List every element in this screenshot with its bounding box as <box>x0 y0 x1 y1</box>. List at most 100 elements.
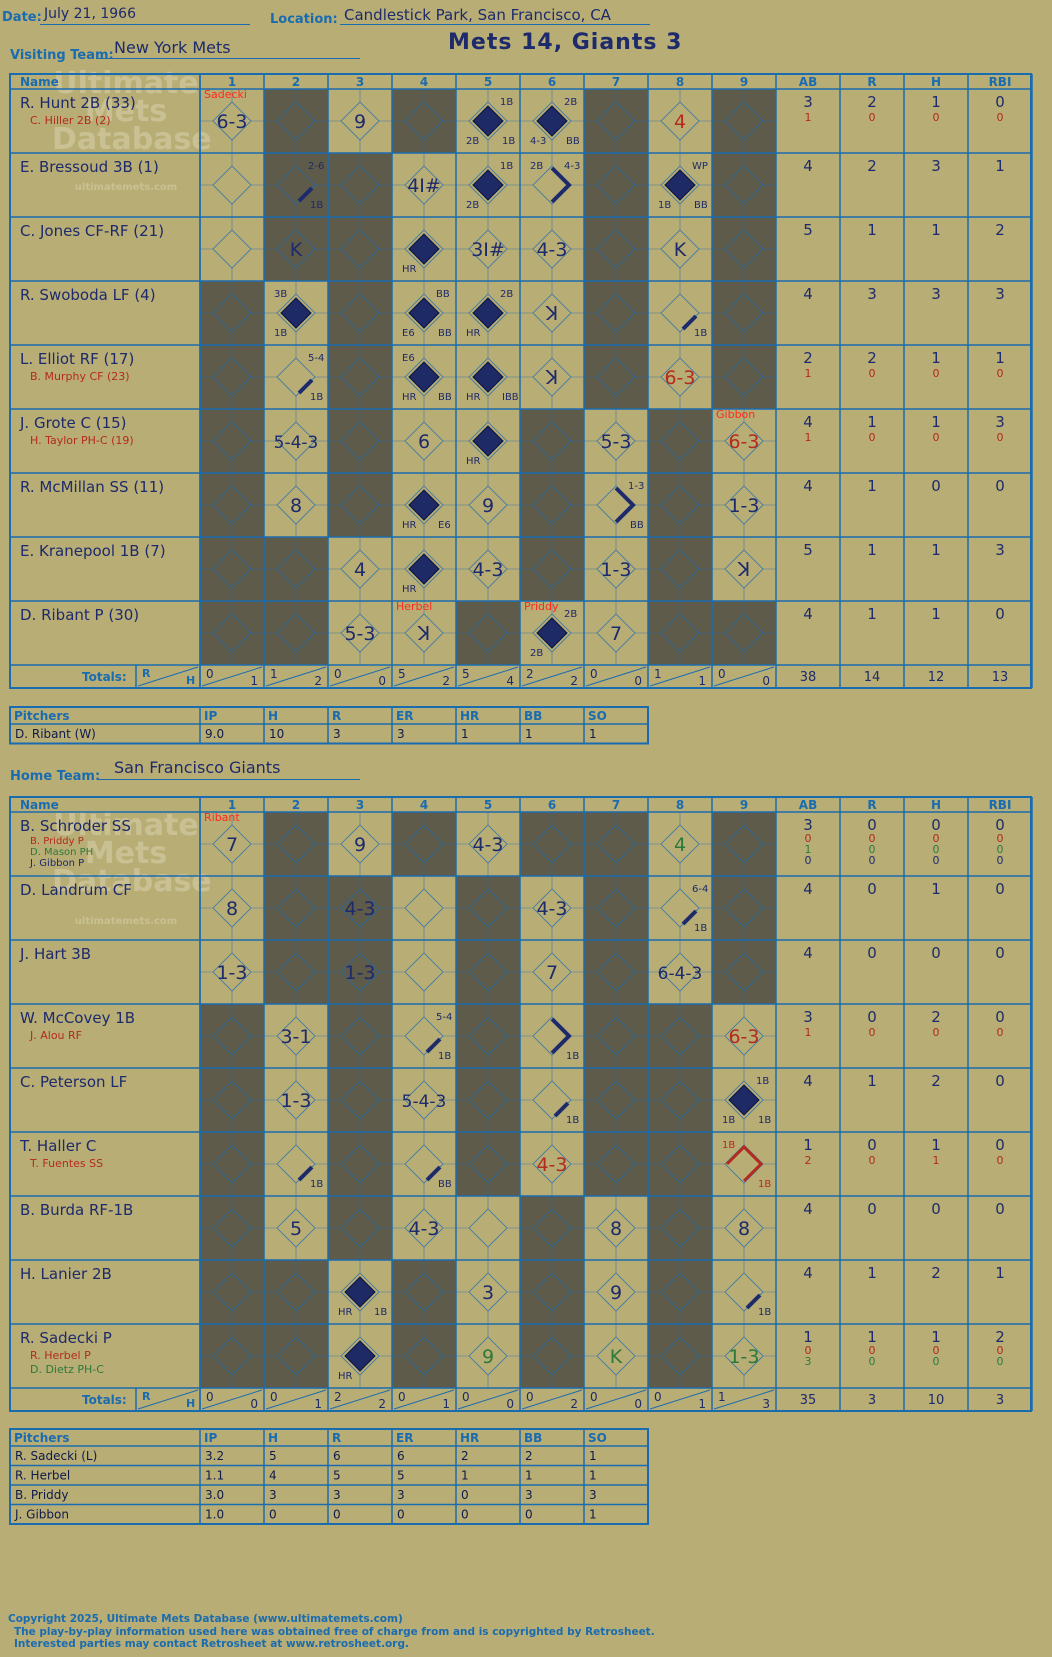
visitor-cell-guide <box>392 409 456 473</box>
home-pitchers-header: IP <box>204 1431 217 1445</box>
home-cell-guide <box>328 1004 392 1068</box>
visitor-stat-rbi: 2 <box>995 221 1005 239</box>
visitor-inning-hits: 0 <box>634 674 642 688</box>
home-inning-runs: 0 <box>654 1390 662 1404</box>
visitor-cell-guide <box>584 153 648 217</box>
home-pitchers-header: BB <box>524 1431 542 1445</box>
visitor-play-note: HR <box>402 264 417 275</box>
visitor-sub-player-name: C. Hiller 2B (2) <box>30 114 111 127</box>
home-stat-h: 1 <box>931 880 941 898</box>
home-totals-slash <box>457 1389 519 1410</box>
visitor-run-scored-diamond <box>472 425 504 457</box>
home-basepath-mark <box>550 1017 572 1055</box>
visitor-stat-h: 1 <box>931 541 941 559</box>
home-play-note: 1B <box>756 1076 769 1087</box>
home-inning-runs: 0 <box>398 1390 406 1404</box>
visitor-pitching-change: Priddy <box>524 600 559 613</box>
home-pitchers-header: HR <box>460 1431 479 1445</box>
visitor-inning-runs: 1 <box>270 667 278 681</box>
visitor-cell-guide <box>712 153 776 217</box>
visitor-play-result: ꓘ <box>737 559 750 581</box>
visitor-pitcher-name: D. Ribant (W) <box>15 727 96 741</box>
visitor-cell-guide <box>520 345 584 409</box>
visitor-cell-guide <box>456 281 520 345</box>
visitor-cell-guide <box>456 89 520 153</box>
home-cell-guide <box>520 1132 584 1196</box>
home-basepath-mark <box>425 1037 442 1054</box>
visitor-cell-guide <box>328 89 392 153</box>
visitor-pitchers-header: HR <box>460 709 479 723</box>
visitor-cell-guide <box>392 217 456 281</box>
visitor-inning-header: 4 <box>420 75 428 89</box>
home-cell-guide <box>328 1068 392 1132</box>
home-cell-guide <box>520 1196 584 1260</box>
home-cell-guide <box>456 1260 520 1324</box>
visitor-play-note: 3B <box>274 289 287 300</box>
home-stat-rbi: 0 <box>995 1136 1005 1154</box>
home-inning-header: 4 <box>420 798 428 812</box>
visitor-sub-player-name: B. Murphy CF (23) <box>30 370 130 383</box>
visitor-play-result: 1-3 <box>728 495 759 517</box>
home-cell-guide <box>648 940 712 1004</box>
visitor-inning-header: 1 <box>228 75 236 89</box>
home-play-result: 7 <box>226 834 238 856</box>
home-cell-guide <box>456 1324 520 1388</box>
visitor-cell-guide <box>456 409 520 473</box>
visitor-run-scored-diamond <box>408 233 440 265</box>
visitor-sub-player-name: H. Taylor PH-C (19) <box>30 434 134 447</box>
home-play-result: 4-3 <box>536 898 567 920</box>
home-totals-slash <box>329 1389 391 1410</box>
visitor-cell-guide <box>712 473 776 537</box>
visitor-play-note: HR <box>402 584 417 595</box>
home-play-result: 1-3 <box>344 962 375 984</box>
visitor-player-name: R. Swoboda LF (4) <box>20 286 156 304</box>
home-cell-guide <box>392 812 456 876</box>
home-cell-guide <box>392 940 456 1004</box>
home-cell-guide <box>200 940 264 1004</box>
visitor-inning-header: 6 <box>548 75 556 89</box>
watermark-url-home: ultimatemets.com <box>74 916 178 927</box>
visitor-pitcher-r: 3 <box>333 727 341 741</box>
home-hits-key: H <box>186 1397 195 1410</box>
visitor-inning-header: 9 <box>740 75 748 89</box>
home-pitcher-so: 3 <box>589 1488 597 1502</box>
visitor-play-note: BB <box>630 520 644 531</box>
visitor-cell-guide <box>328 345 392 409</box>
home-cell-guide <box>584 1068 648 1132</box>
visitor-pitchers-header: SO <box>588 709 607 723</box>
visitor-stat-ab: 5 <box>803 221 813 239</box>
home-cell-guide <box>712 1004 776 1068</box>
visitor-player-name: E. Kranepool 1B (7) <box>20 542 166 560</box>
visitor-cell-guide <box>264 473 328 537</box>
visitor-cell-guide <box>584 345 648 409</box>
visitor-cell-guide <box>392 153 456 217</box>
visitor-play-result: 3I# <box>471 239 505 261</box>
home-pitcher-er: 5 <box>397 1469 405 1483</box>
home-sub-stat: 1 <box>805 1026 812 1039</box>
visitor-cell-guide <box>392 89 456 153</box>
home-pitcher-er: 3 <box>397 1488 405 1502</box>
home-inning-header: 3 <box>356 798 364 812</box>
visitor-stat-r: 1 <box>867 541 877 559</box>
home-pitcher-bb: 1 <box>525 1469 533 1483</box>
home-totals-slash <box>393 1389 455 1410</box>
home-base-diamond <box>532 1080 572 1120</box>
home-stat-r: 0 <box>867 1136 877 1154</box>
visitor-inning-hits: 4 <box>506 674 514 688</box>
home-cell-guide <box>328 1196 392 1260</box>
visitor-play-result: ꓘ <box>545 303 558 325</box>
home-inning-hits: 1 <box>442 1397 450 1411</box>
visitor-sub-stat: 0 <box>869 431 876 444</box>
home-stat-h: 1 <box>931 1136 941 1154</box>
visitor-inning-runs: 2 <box>526 667 534 681</box>
home-pitcher-r: 5 <box>333 1469 341 1483</box>
visitor-play-result: 4-3 <box>536 239 567 261</box>
visitor-play-note: 2B <box>564 97 577 108</box>
home-label: Home Team: <box>10 769 101 784</box>
visitor-inning-hits: 0 <box>378 674 386 688</box>
visitor-cell-guide <box>264 281 328 345</box>
visitor-cell-guide <box>264 153 328 217</box>
home-base-diamond <box>724 1272 764 1312</box>
home-sub-stat: 0 <box>805 832 812 845</box>
home-cell-guide <box>264 1132 328 1196</box>
